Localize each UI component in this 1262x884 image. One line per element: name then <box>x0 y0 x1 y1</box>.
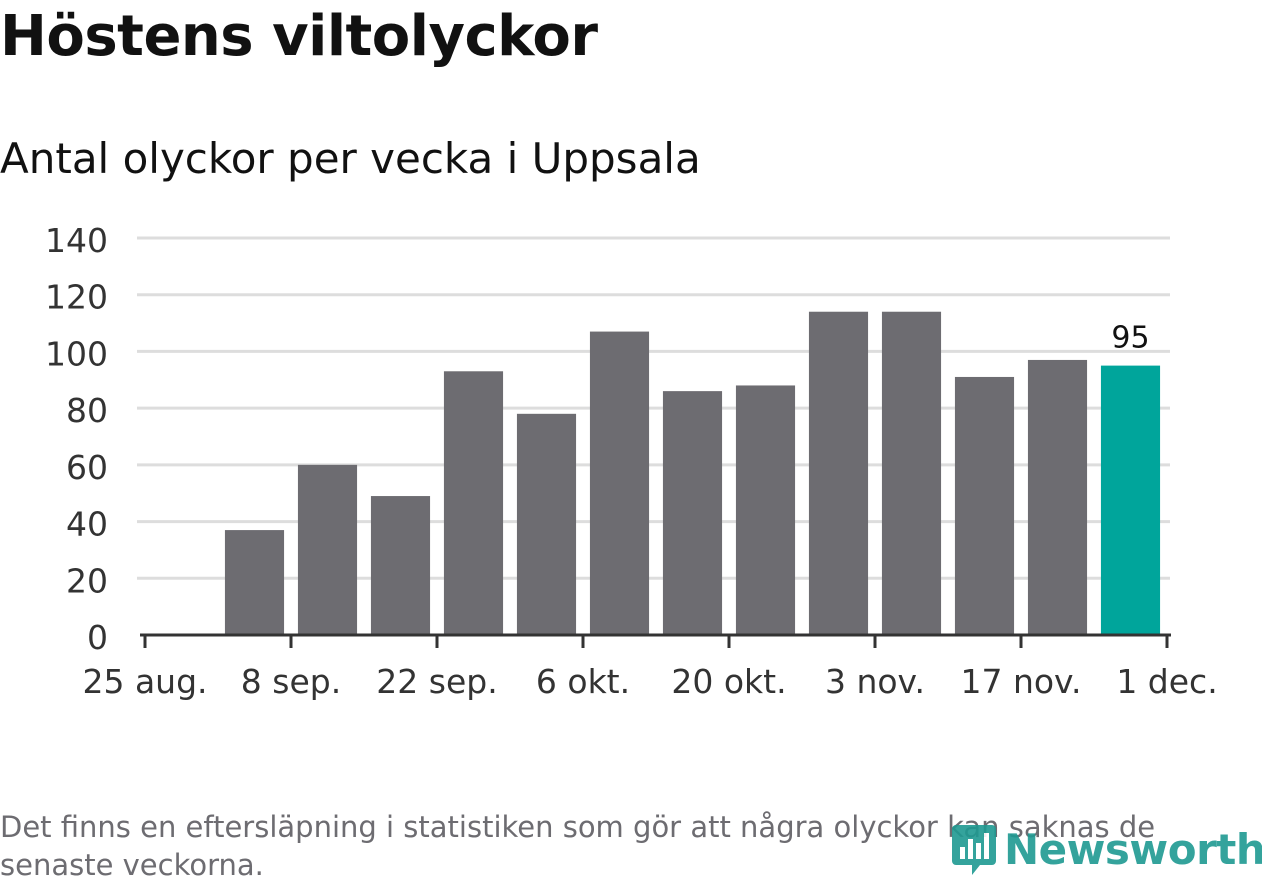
logo-text: Newsworthy <box>1004 824 1262 874</box>
bar <box>735 385 796 635</box>
x-tick-label: 8 sep. <box>241 662 341 701</box>
bar <box>370 496 431 635</box>
bar <box>589 331 650 635</box>
x-tick-label: 20 okt. <box>671 662 786 701</box>
y-tick-label: 120 <box>45 278 108 317</box>
bar <box>808 311 869 635</box>
y-tick-label: 0 <box>87 618 108 657</box>
y-tick-label: 80 <box>66 391 108 430</box>
x-tick-label: 17 nov. <box>960 662 1081 701</box>
data-label: 95 <box>1111 321 1149 356</box>
bar <box>1027 359 1088 635</box>
bar <box>224 530 285 635</box>
chart-subtitle: Antal olyckor per vecka i Uppsala <box>0 134 701 183</box>
y-tick-label: 100 <box>45 334 108 373</box>
newsworthy-logo-icon <box>952 825 996 875</box>
bar <box>1100 365 1161 635</box>
y-tick-label: 20 <box>66 561 108 600</box>
bar <box>516 413 577 635</box>
y-tick-label: 140 <box>45 221 108 260</box>
bar <box>662 391 723 635</box>
bar <box>443 371 504 635</box>
bar <box>297 464 358 635</box>
bar <box>881 311 942 635</box>
x-tick-label: 3 nov. <box>825 662 925 701</box>
x-tick-label: 22 sep. <box>376 662 497 701</box>
bar-chart: 0 20 40 60 80 100 120 140 95 25 aug. 8 sep. 22 sep.… <box>45 221 1218 701</box>
x-tick-label: 6 okt. <box>536 662 630 701</box>
y-tick-label: 40 <box>66 505 108 544</box>
x-tick-label: 1 dec. <box>1116 662 1217 701</box>
chart-title: Höstens viltolyckor <box>0 4 598 69</box>
bar <box>954 376 1015 635</box>
y-tick-label: 60 <box>66 448 108 487</box>
x-tick-label: 25 aug. <box>82 662 207 701</box>
newsworthy-logo: Newsworthy <box>950 820 1262 878</box>
